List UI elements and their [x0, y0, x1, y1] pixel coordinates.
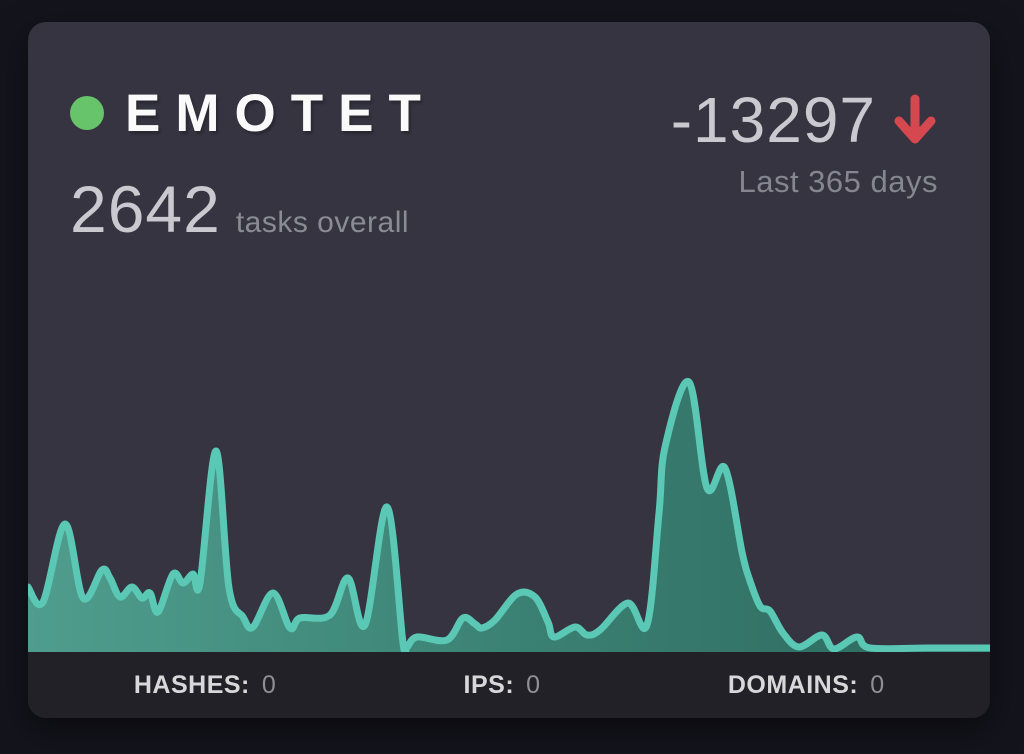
card-title: EMOTET — [125, 83, 436, 143]
status-dot-icon — [70, 96, 104, 130]
stat-domains-label: DOMAINS: — [727, 670, 859, 699]
stat-ips-label: IPS: — [463, 670, 515, 699]
header-left: EMOTET 2642 tasks overall — [70, 84, 421, 242]
stat-domains-value: 0 — [870, 670, 885, 699]
header-right: -13297 Last 365 days — [671, 84, 938, 200]
stat-ips: IPS: 0 — [464, 671, 541, 700]
tasks-total-label: tasks overall — [235, 206, 410, 239]
card-header: EMOTET 2642 tasks overall -13297 Last 36… — [28, 22, 990, 242]
stat-hashes-value: 0 — [261, 670, 276, 699]
tasks-total-value: 2642 — [70, 172, 221, 246]
tasks-row: 2642 tasks overall — [70, 176, 421, 242]
title-row: EMOTET — [70, 84, 421, 142]
malware-tracker-card[interactable]: EMOTET 2642 tasks overall -13297 Last 36… — [28, 22, 990, 718]
stat-hashes: HASHES: 0 — [134, 671, 276, 700]
stat-domains: DOMAINS: 0 — [728, 671, 884, 700]
trend-delta-value: -13297 — [670, 84, 876, 156]
stats-bar: HASHES: 0 IPS: 0 DOMAINS: 0 — [28, 652, 990, 718]
tasks-sparkline-chart — [28, 378, 990, 652]
period-label: Last 365 days — [738, 164, 938, 199]
trend-row: -13297 — [671, 88, 938, 152]
arrow-down-icon — [894, 94, 936, 144]
stat-ips-value: 0 — [526, 670, 541, 699]
stat-hashes-label: HASHES: — [133, 670, 250, 699]
